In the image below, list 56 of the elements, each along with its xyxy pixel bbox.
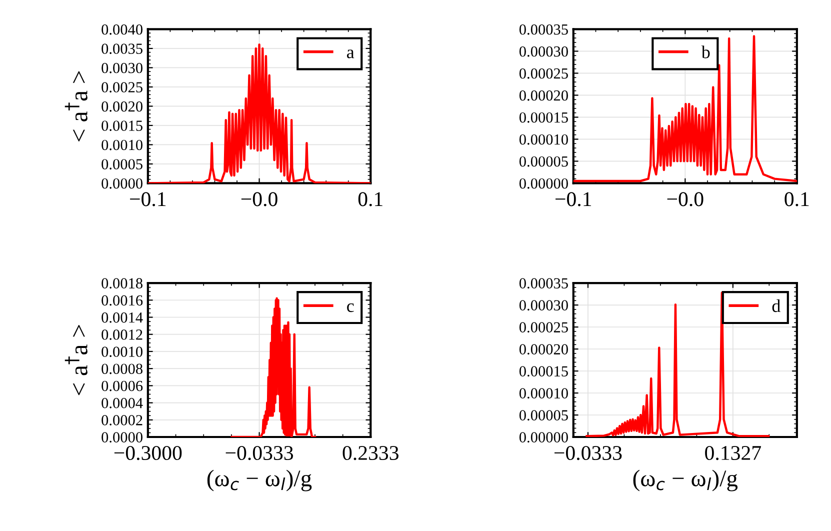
legend-label: d — [772, 299, 780, 312]
y-tick-label: 0.0025 — [102, 82, 142, 92]
legend-label: a — [346, 50, 354, 58]
y-tick-label: 0.00035 — [519, 24, 568, 35]
y-tick-label: 0.0008 — [102, 364, 142, 374]
y-tick-label: 0.0015 — [102, 120, 142, 131]
y-axis-title: < a$^{†}$a > — [64, 325, 88, 396]
legend-label: b — [701, 46, 710, 58]
y-tick-label: 0.0018 — [102, 278, 142, 289]
y-tick-label: 0.00015 — [519, 112, 568, 123]
y-tick-label: 0.0010 — [102, 140, 142, 150]
x-tick-label: −0.0333 — [554, 446, 622, 460]
y-tick-label: 0.00000 — [519, 178, 568, 189]
y-tick-label: 0.00010 — [519, 388, 568, 399]
x-tick-label: −0.0 — [667, 192, 704, 206]
y-tick-label: 0.0014 — [102, 312, 143, 323]
x-tick-label: −0.1 — [556, 192, 592, 206]
y-tick-label: 0.00005 — [519, 156, 568, 167]
legend-label: c — [347, 303, 354, 312]
x-tick-label: 0.1327 — [705, 446, 761, 460]
y-tick-label: 0.00035 — [519, 278, 568, 289]
y-tick-label: 0.0020 — [102, 101, 142, 112]
x-tick-label: −0.1 — [130, 192, 166, 206]
y-tick-label: 0.0016 — [102, 295, 143, 306]
y-tick-label: 0.00020 — [519, 90, 568, 101]
y-tick-label: 0.0040 — [102, 24, 142, 35]
y-tick-label: 0.0030 — [102, 62, 142, 74]
y-tick-label: 0.0012 — [102, 329, 142, 340]
y-tick-label: 0.0002 — [102, 415, 142, 426]
x-axis-title: (ω$_{c}$ − ω$_{l}$)/g — [633, 470, 738, 492]
y-tick-label: 0.00005 — [519, 410, 568, 421]
y-tick-label: 0.00020 — [519, 344, 568, 355]
y-tick-label: 0.0000 — [102, 432, 142, 443]
y-tick-label: 0.0004 — [102, 398, 143, 408]
x-tick-label: 0.1 — [358, 192, 382, 206]
y-tick-label: 0.0035 — [102, 44, 142, 54]
y-tick-label: 0.0006 — [102, 380, 143, 392]
x-tick-label: −0.0 — [241, 192, 278, 206]
line-series — [230, 297, 316, 438]
x-tick-label: −0.3000 — [114, 446, 182, 460]
y-tick-label: 0.0010 — [102, 346, 142, 357]
x-axis-title: (ω$_{c}$ − ω$_{l}$)/g — [207, 470, 312, 492]
y-tick-label: 0.00025 — [519, 322, 568, 333]
y-tick-label: 0.00015 — [519, 366, 568, 377]
y-tick-label: 0.00030 — [519, 46, 568, 57]
y-tick-label: 0.0005 — [102, 159, 142, 170]
y-tick-label: 0.00030 — [519, 300, 568, 311]
y-tick-label: 0.00010 — [519, 134, 568, 145]
y-tick-label: 0.00000 — [519, 432, 568, 443]
line-series — [586, 292, 770, 438]
x-tick-label: 0.1 — [784, 192, 809, 206]
y-tick-label: 0.00025 — [519, 68, 568, 79]
x-tick-label: 0.2333 — [342, 446, 398, 460]
y-tick-label: 0.0000 — [102, 178, 142, 189]
x-tick-label: −0.0333 — [226, 446, 293, 460]
y-axis-title: < a$^{†}$a > — [64, 71, 88, 142]
